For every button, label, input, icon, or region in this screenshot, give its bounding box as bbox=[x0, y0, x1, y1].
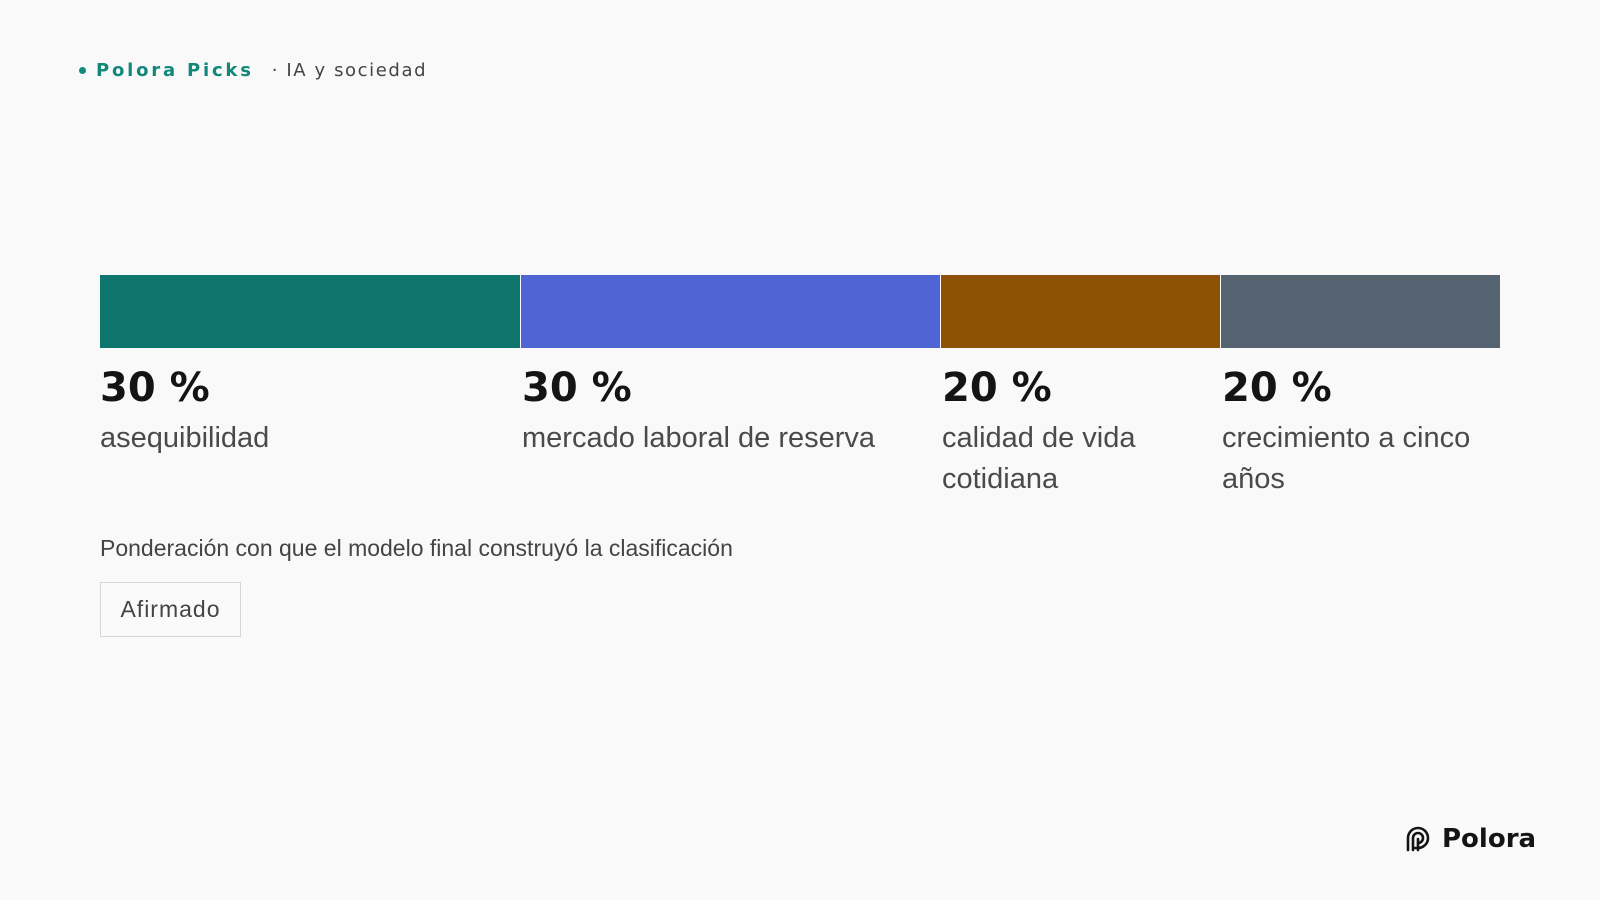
footer-logo-text: Polora bbox=[1442, 824, 1537, 854]
bar-segment-2 bbox=[521, 275, 940, 348]
bullet-dot-icon bbox=[79, 67, 86, 74]
category-label: crecimiento a cinco años bbox=[1222, 422, 1471, 495]
footer-logo: Polora bbox=[1404, 824, 1536, 854]
data-label: 20 % bbox=[942, 365, 1052, 411]
category-label: asequibilidad bbox=[100, 422, 270, 454]
bar-label-group-2: 30 % mercado laboral de reserva bbox=[522, 360, 922, 459]
status-badge: Afirmado bbox=[100, 582, 241, 637]
stacked-bar bbox=[100, 275, 1500, 348]
bar-label-group-4: 20 % crecimiento a cinco años bbox=[1222, 360, 1482, 500]
data-label: 20 % bbox=[1222, 365, 1332, 411]
polora-logo-icon bbox=[1406, 826, 1430, 852]
chart-caption: Ponderación con que el modelo final cons… bbox=[100, 535, 733, 561]
bar-segment-4 bbox=[1221, 275, 1500, 348]
bar-segment-3 bbox=[941, 275, 1220, 348]
category-label: calidad de vida cotidiana bbox=[942, 422, 1136, 495]
topic-label: · IA y sociedad bbox=[271, 60, 428, 81]
category-label: mercado laboral de reserva bbox=[522, 422, 876, 454]
bar-label-group-3: 20 % calidad de vida cotidiana bbox=[942, 360, 1202, 500]
bar-segment-1 bbox=[100, 275, 520, 348]
header: Polora Picks · IA y sociedad bbox=[79, 60, 427, 81]
brand-name: Polora Picks bbox=[96, 60, 254, 81]
data-label: 30 % bbox=[522, 365, 632, 411]
bar-label-group-1: 30 % asequibilidad bbox=[100, 360, 500, 459]
data-label: 30 % bbox=[100, 365, 210, 411]
bar-labels: 30 % asequibilidad 30 % mercado laboral de … bbox=[100, 360, 1500, 510]
